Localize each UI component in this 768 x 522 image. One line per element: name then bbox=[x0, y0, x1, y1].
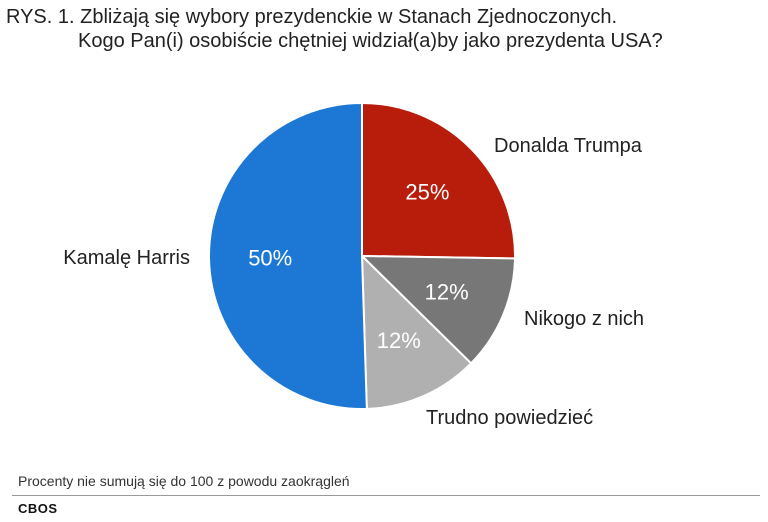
divider bbox=[12, 495, 760, 496]
pie-slice-trudno-powiedziec bbox=[360, 253, 473, 410]
pie-value-label-nikogo-z-nich: 12% bbox=[425, 279, 469, 304]
source-label: CBOS bbox=[18, 501, 58, 516]
pie-value-label-donalda-trumpa: 25% bbox=[405, 180, 449, 205]
pie-slice-donalda-trumpa bbox=[361, 101, 516, 260]
pie-slice-nikogo-z-nich bbox=[359, 254, 516, 365]
chart-title-line-1: RYS. 1. Zbliżają się wybory prezydenckie… bbox=[6, 6, 618, 28]
pie-category-label-nikogo-z-nich: Nikogo z nich bbox=[524, 308, 644, 330]
pie-value-label-kamale-harris: 50% bbox=[248, 245, 292, 270]
pie-category-labels: Donalda Trumpa Nikogo z nich Trudno powied… bbox=[63, 135, 644, 429]
pie-category-label-donalda-trumpa: Donalda Trumpa bbox=[494, 135, 643, 157]
pie-category-label-trudno-powiedziec: Trudno powiedzieć bbox=[426, 407, 593, 429]
pie-percent-labels: 25% 12%12% 50% bbox=[248, 180, 469, 353]
pie-slice-kamale-harris bbox=[208, 101, 368, 410]
pie-slices bbox=[208, 101, 516, 410]
footnote: Procenty nie sumują się do 100 z powodu … bbox=[18, 473, 350, 489]
pie-value-label-trudno-powiedziec: 12% bbox=[377, 328, 421, 353]
chart-title-line-2: Kogo Pan(i) osobiście chętniej widział(a… bbox=[78, 30, 663, 52]
pie-category-label-kamale-harris: Kamalę Harris bbox=[63, 247, 190, 269]
